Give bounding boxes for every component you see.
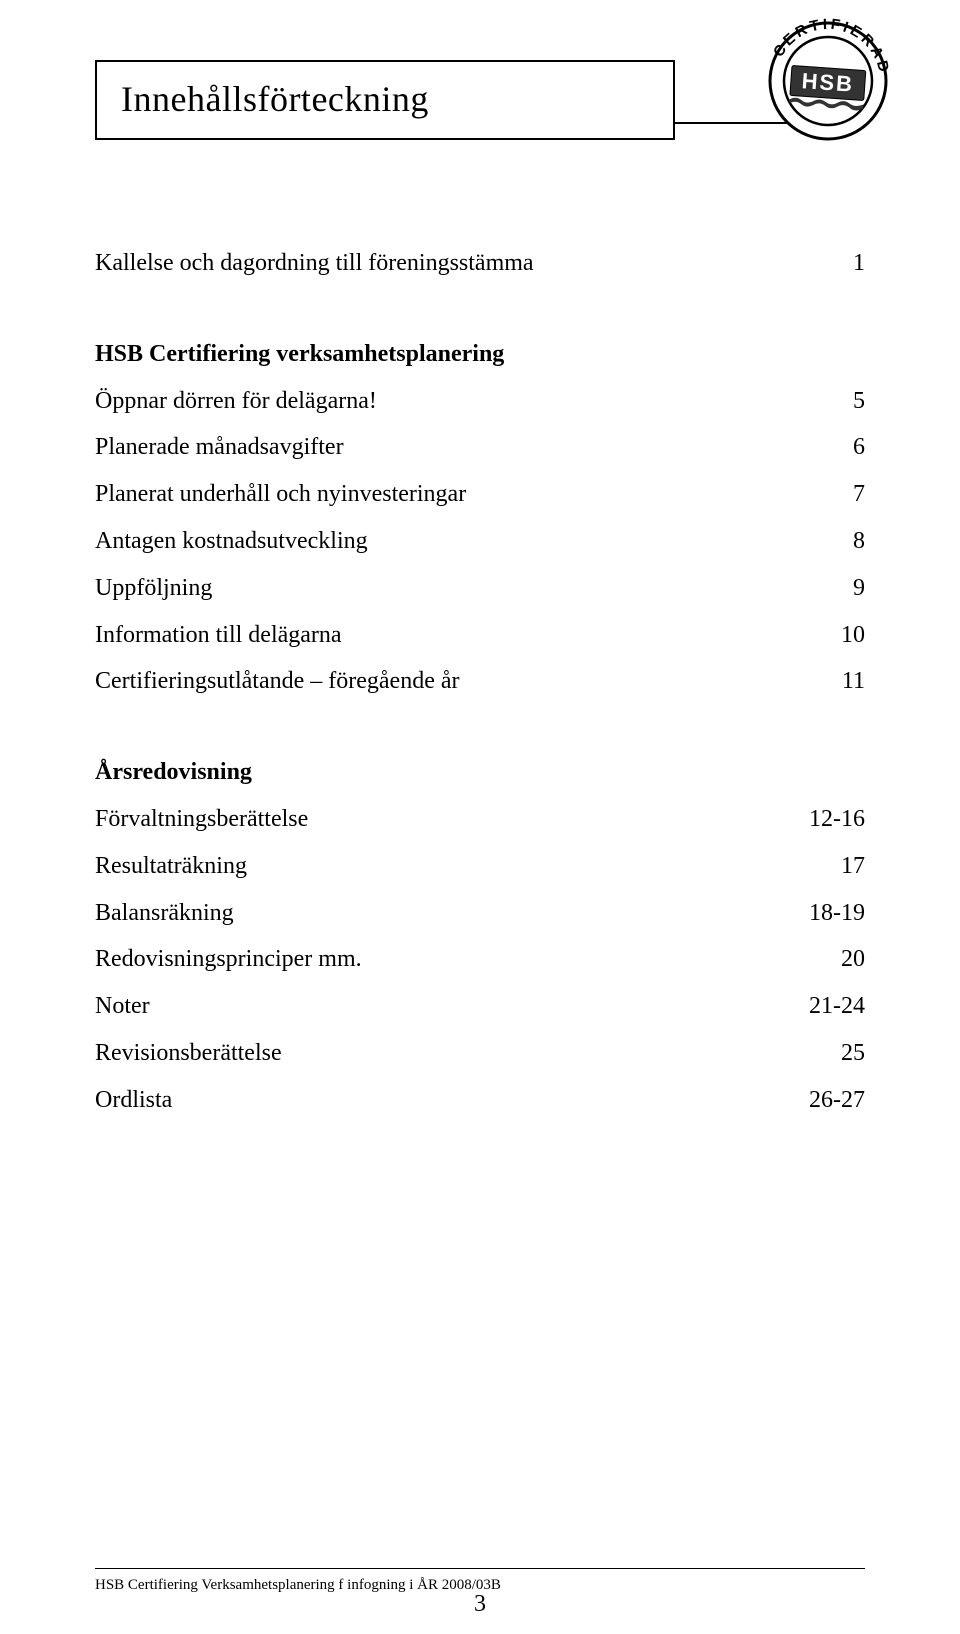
toc-row: Noter 21-24 <box>95 983 865 1030</box>
toc-label: Revisionsberättelse <box>95 1030 795 1077</box>
toc-page: 7 <box>795 471 865 518</box>
toc-row: Uppföljning 9 <box>95 565 865 612</box>
toc-label: Förvaltningsberättelse <box>95 796 795 843</box>
toc-page: 9 <box>795 565 865 612</box>
toc-row: Information till delägarna 10 <box>95 612 865 659</box>
toc-page: 5 <box>795 378 865 425</box>
toc-page: 17 <box>795 843 865 890</box>
toc-heading-label: HSB Certifiering verksamhetsplanering <box>95 331 795 378</box>
title-box: Innehållsförteckning <box>95 60 675 140</box>
footer-rule <box>95 1568 865 1569</box>
toc-page: 6 <box>795 424 865 471</box>
page-number: 3 <box>0 1591 960 1618</box>
toc-label: Resultaträkning <box>95 843 795 890</box>
toc-row: Ordlista 26-27 <box>95 1077 865 1124</box>
toc-label: Noter <box>95 983 795 1030</box>
toc-row: Kallelse och dagordning till föreningsst… <box>95 240 865 287</box>
toc-row: Antagen kostnadsutveckling 8 <box>95 518 865 565</box>
toc-page: 1 <box>795 240 865 287</box>
toc-label: Information till delägarna <box>95 612 795 659</box>
toc-label: Ordlista <box>95 1077 795 1124</box>
toc-section-heading: Årsredovisning <box>95 749 865 796</box>
toc-page: 26-27 <box>795 1077 865 1124</box>
toc-label: Kallelse och dagordning till föreningsst… <box>95 240 795 287</box>
toc-row: Planerat underhåll och nyinvesteringar 7 <box>95 471 865 518</box>
section-gap <box>95 705 865 749</box>
toc-label: Balansräkning <box>95 890 795 937</box>
certification-stamp-icon: CERTIFIERAD HSB <box>741 0 915 168</box>
toc-label: Redovisningsprinciper mm. <box>95 936 795 983</box>
toc-page: 20 <box>795 936 865 983</box>
toc-row: Revisionsberättelse 25 <box>95 1030 865 1077</box>
toc-row: Balansräkning 18-19 <box>95 890 865 937</box>
toc-content: Kallelse och dagordning till föreningsst… <box>95 240 865 1124</box>
page-title: Innehållsförteckning <box>121 78 649 120</box>
toc-label: Planerade månadsavgifter <box>95 424 795 471</box>
toc-page: 25 <box>795 1030 865 1077</box>
toc-page: 12-16 <box>795 796 865 843</box>
toc-row: Certifieringsutlåtande – föregående år 1… <box>95 658 865 705</box>
toc-label: Certifieringsutlåtande – föregående år <box>95 658 795 705</box>
toc-page: 11 <box>795 658 865 705</box>
toc-page: 8 <box>795 518 865 565</box>
stamp-center-word: HSB <box>801 68 855 97</box>
toc-label: Antagen kostnadsutveckling <box>95 518 795 565</box>
toc-label: Öppnar dörren för delägarna! <box>95 378 795 425</box>
toc-label: Planerat underhåll och nyinvesteringar <box>95 471 795 518</box>
toc-page: 10 <box>795 612 865 659</box>
section-gap <box>95 287 865 331</box>
document-page: Innehållsförteckning CERTIFIERAD HSB <box>0 0 960 1634</box>
toc-page: 18-19 <box>795 890 865 937</box>
header-band: Innehållsförteckning CERTIFIERAD HSB <box>95 60 865 140</box>
toc-page: 21-24 <box>795 983 865 1030</box>
toc-heading-label: Årsredovisning <box>95 749 795 796</box>
toc-row: Resultaträkning 17 <box>95 843 865 890</box>
toc-row: Redovisningsprinciper mm. 20 <box>95 936 865 983</box>
toc-row: Förvaltningsberättelse 12-16 <box>95 796 865 843</box>
toc-section-heading: HSB Certifiering verksamhetsplanering <box>95 331 865 378</box>
toc-row: Planerade månadsavgifter 6 <box>95 424 865 471</box>
toc-row: Öppnar dörren för delägarna! 5 <box>95 378 865 425</box>
toc-label: Uppföljning <box>95 565 795 612</box>
